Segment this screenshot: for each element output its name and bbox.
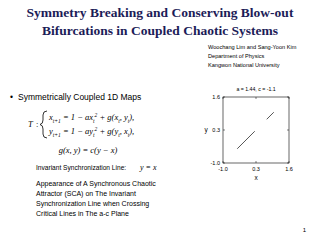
page-number: 1 xyxy=(303,227,307,233)
map-name: T xyxy=(28,119,34,129)
subscript: t+1 xyxy=(53,132,61,138)
equation-text: + g(y xyxy=(97,126,118,136)
x-axis-label: x xyxy=(254,174,258,181)
bullet: • xyxy=(10,92,13,102)
x-tick-label: -1.0 xyxy=(218,166,227,172)
sync-line-label: Invariant Synchronization Line: xyxy=(36,164,126,172)
equation-text: = 1 − ax xyxy=(61,112,93,122)
equation-text: ), xyxy=(128,112,134,122)
paragraph-line: Appearance of A Synchronous Chaotic xyxy=(36,180,156,188)
data-group xyxy=(237,112,274,149)
attractor-line xyxy=(237,112,274,149)
slide: Symmetry Breaking and Conserving Blow-ou… xyxy=(0,0,320,240)
sync-line-equation: y = x xyxy=(139,163,157,172)
equation-text: ), xyxy=(128,126,134,136)
chart-title: a = 1.44, c = -1.1 xyxy=(236,86,275,92)
y-tick xyxy=(223,130,225,131)
paragraph-line: Synchronization Line when Crossing xyxy=(36,200,149,208)
equation-text: , y xyxy=(120,112,128,122)
x-tick-top xyxy=(256,97,257,99)
author-line: Department of Physics xyxy=(208,53,264,59)
author-line: Kangwon National University xyxy=(208,62,280,68)
y-tick-label: 1.6 xyxy=(212,94,220,100)
background xyxy=(0,0,320,240)
chart: a = 1.44, c = -1.1 -1.0 0.3 1.6 -1.0 0.3 1.6 x y xyxy=(204,86,292,181)
y-tick-label: 0.3 xyxy=(212,127,220,133)
paragraph-line: Attractor (SCA) on The Invariant xyxy=(36,190,136,198)
equation-text: , x xyxy=(120,126,128,136)
x-tick-label: 1.6 xyxy=(285,166,293,172)
equation-line: xt+1 = 1 − axt2 + g(xt, yt), xyxy=(48,112,134,124)
equation-text: + g(x xyxy=(97,112,118,122)
subscript: t xyxy=(93,132,95,138)
title-line: Symmetry Breaking and Conserving Blow-ou… xyxy=(27,5,294,20)
coupling-function: g(x, y) = c(y − x) xyxy=(59,145,118,155)
equation-text: = 1 − ay xyxy=(61,126,93,136)
y-axis-label: y xyxy=(204,126,208,134)
title-line: Bifurcations in Coupled Chaotic Systems xyxy=(42,23,278,38)
subscript: t+1 xyxy=(53,118,61,124)
map-separator: : xyxy=(36,119,38,129)
plot-frame xyxy=(223,97,289,163)
y-tick-label: -1.0 xyxy=(211,160,220,166)
author-line: Woochang Lim and Sang-Yoon Kim xyxy=(208,44,297,50)
section-heading: Symmetrically Coupled 1D Maps xyxy=(18,92,141,102)
equation-line: yt+1 = 1 − ayt2 + g(yt, xt), xyxy=(48,126,134,138)
paragraph-line: Critical Lines in The a-c Plane xyxy=(36,210,129,217)
x-tick-label: 0.3 xyxy=(252,166,260,172)
brace xyxy=(40,111,47,138)
x-tick xyxy=(256,161,257,163)
subscript: t xyxy=(93,118,95,124)
